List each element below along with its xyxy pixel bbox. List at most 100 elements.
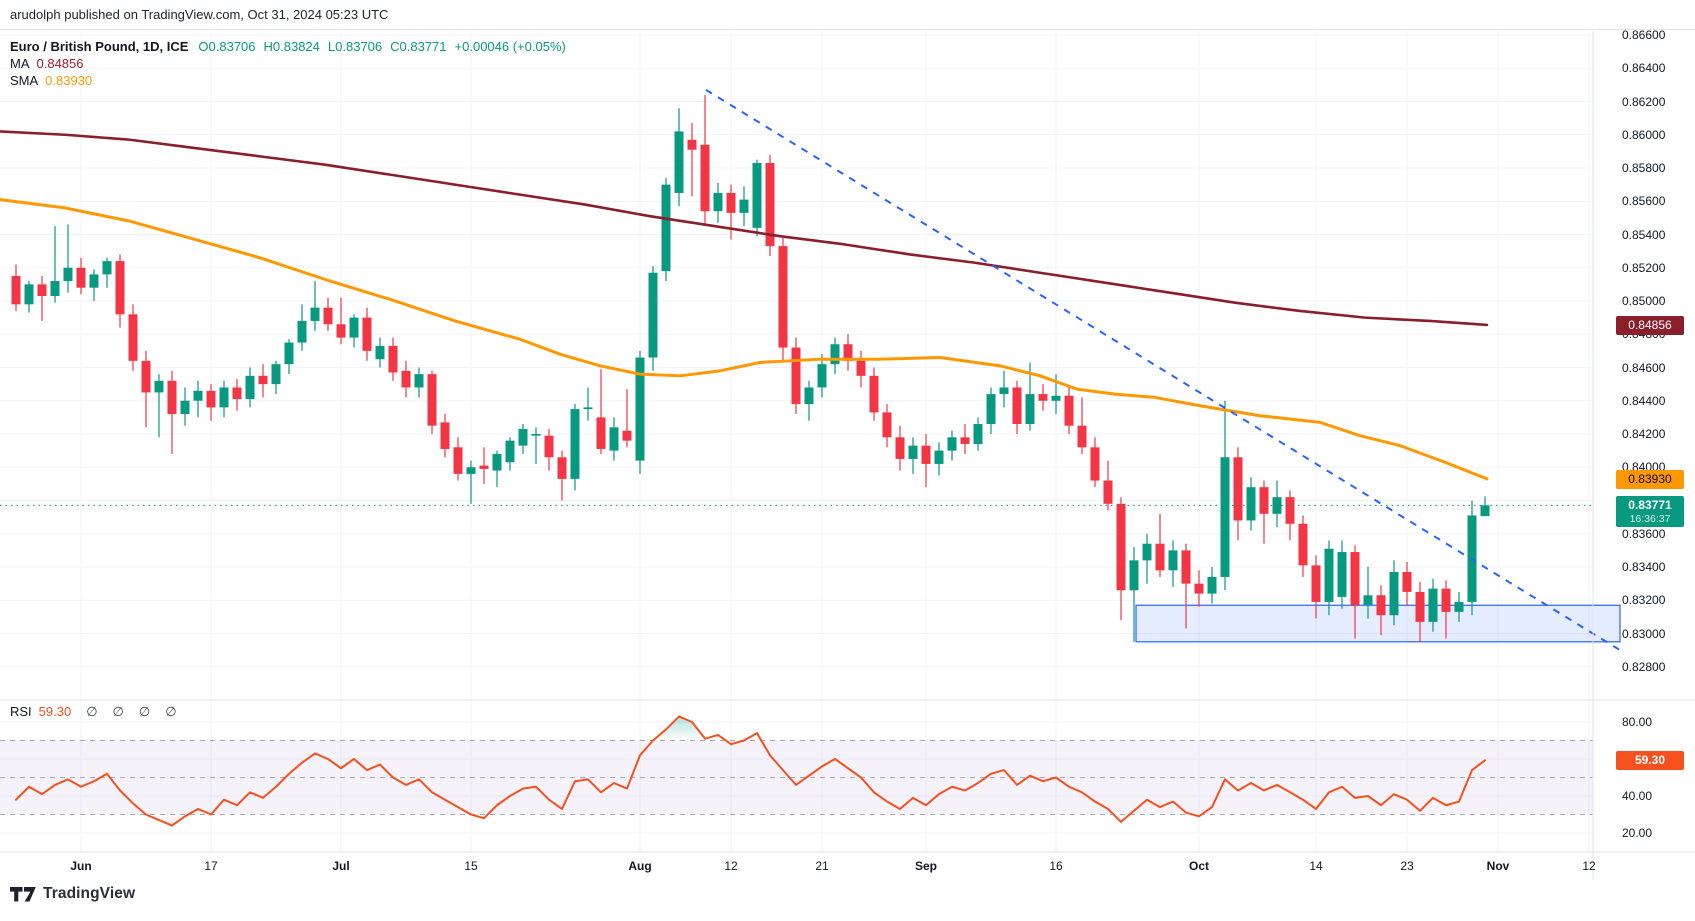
candle-body	[388, 345, 398, 373]
candle-body	[336, 324, 346, 338]
price-tick-label: 0.83000	[1622, 626, 1666, 641]
high-value: H0.83824	[263, 39, 320, 54]
candle-body	[1103, 480, 1113, 504]
candle-body	[596, 417, 606, 449]
candle-body	[50, 281, 60, 297]
candle-body	[726, 192, 736, 213]
time-tick-label: Nov	[1486, 859, 1510, 873]
candle-body	[1064, 395, 1074, 426]
ma-label: MA	[10, 56, 30, 71]
ma-row[interactable]: MA 0.84856	[10, 55, 574, 72]
candle-body	[362, 317, 372, 351]
candle-body	[856, 360, 866, 376]
tradingview-logo-icon	[10, 886, 36, 901]
candle-body	[765, 163, 775, 247]
price-tick-label: 0.82800	[1622, 659, 1666, 674]
candle-body	[843, 344, 853, 361]
rsi-tick-label: 80.00	[1622, 715, 1653, 729]
empty-set-icon: ∅	[86, 704, 98, 719]
candle-body	[24, 284, 34, 305]
candle-body	[739, 199, 749, 213]
rsi-legend[interactable]: RSI 59.30 ∅ ∅ ∅ ∅	[10, 704, 177, 720]
candle-body	[1038, 394, 1048, 401]
candle-body	[297, 320, 307, 343]
candle-body	[895, 437, 905, 459]
candle-body	[921, 445, 931, 464]
candle-body	[479, 465, 489, 469]
tradingview-logo[interactable]: TradingView	[10, 885, 135, 903]
price-tick-label: 0.84200	[1622, 427, 1666, 441]
candle-body	[752, 163, 762, 228]
candle-body	[492, 453, 502, 471]
price-tick-label: 0.83400	[1622, 560, 1666, 574]
candle-body	[661, 184, 671, 272]
candle-body	[180, 400, 190, 415]
empty-set-icon: ∅	[165, 704, 177, 719]
candle-body	[700, 144, 710, 212]
price-tick-label: 0.86000	[1622, 127, 1666, 142]
candle-body	[583, 407, 593, 410]
candle-body	[1194, 583, 1204, 594]
candle-body	[375, 345, 385, 360]
candle-body	[544, 435, 554, 458]
candle-body	[830, 344, 840, 365]
attribution-bar: arudolph published on TradingView.com, O…	[0, 0, 1695, 30]
time-tick-label: 21	[815, 859, 829, 873]
candle-body	[1168, 550, 1178, 571]
candle-body	[453, 447, 463, 474]
sma-price-badge: 0.83930	[1616, 469, 1684, 489]
candle-body	[76, 267, 86, 288]
candle-body	[635, 357, 645, 461]
candle-body	[570, 409, 580, 479]
candle-body	[687, 139, 697, 150]
candle-body	[557, 457, 567, 479]
candle-body	[648, 272, 658, 358]
close-value: C0.83771	[390, 39, 447, 54]
time-tick-label: Jun	[70, 859, 92, 873]
candle-body	[414, 374, 424, 388]
attribution-text: arudolph published on TradingView.com, O…	[10, 7, 389, 22]
time-tick-label: Aug	[628, 859, 652, 873]
trendline-drawing	[705, 89, 1621, 651]
candle-body	[518, 429, 528, 446]
rsi-tick-label: 20.00	[1622, 826, 1653, 840]
candle-body	[1051, 395, 1061, 401]
candle-body	[1246, 487, 1256, 521]
last-price-value: 0.83771	[1628, 498, 1672, 513]
candle-body	[323, 307, 333, 325]
candle-body	[804, 387, 814, 405]
candle-body	[1116, 503, 1126, 591]
change-value: +0.00046 (+0.05%)	[454, 39, 566, 54]
price-tick-label: 0.85600	[1622, 194, 1666, 209]
candle-body	[609, 427, 619, 451]
open-value: O0.83706	[198, 39, 256, 54]
candle-body	[505, 440, 515, 463]
rsi-band	[0, 740, 1593, 815]
price-tick-label: 0.84600	[1622, 360, 1666, 375]
candle-body	[1311, 565, 1321, 602]
symbol-row[interactable]: Euro / British Pound, 1D, ICE O0.83706 H0.…	[10, 38, 574, 55]
sma-label: SMA	[10, 73, 39, 88]
candle-body	[245, 375, 255, 400]
price-tick-label: 0.85200	[1622, 260, 1666, 275]
candle-body	[1025, 394, 1035, 425]
candle-body	[89, 274, 99, 288]
sma-row[interactable]: SMA 0.83930	[10, 72, 574, 89]
sma-line	[0, 198, 1489, 481]
candle-body	[128, 314, 138, 361]
time-tick-label: 15	[464, 859, 478, 873]
candle-body	[960, 437, 970, 444]
rsi-tick-label: 40.00	[1622, 789, 1653, 803]
symbol-title[interactable]: Euro / British Pound, 1D, ICE	[10, 39, 189, 54]
price-tick-label: 0.86200	[1622, 94, 1666, 109]
price-tick-label: 0.85000	[1622, 294, 1666, 308]
candle-body	[310, 307, 320, 321]
price-tick-label: 0.86600	[1622, 28, 1666, 42]
candle-body	[622, 430, 632, 441]
candle-body	[1337, 552, 1347, 597]
low-value: L0.83706	[327, 39, 383, 54]
candle-body	[1350, 552, 1360, 606]
bar-countdown: 16:36:37	[1629, 513, 1671, 526]
